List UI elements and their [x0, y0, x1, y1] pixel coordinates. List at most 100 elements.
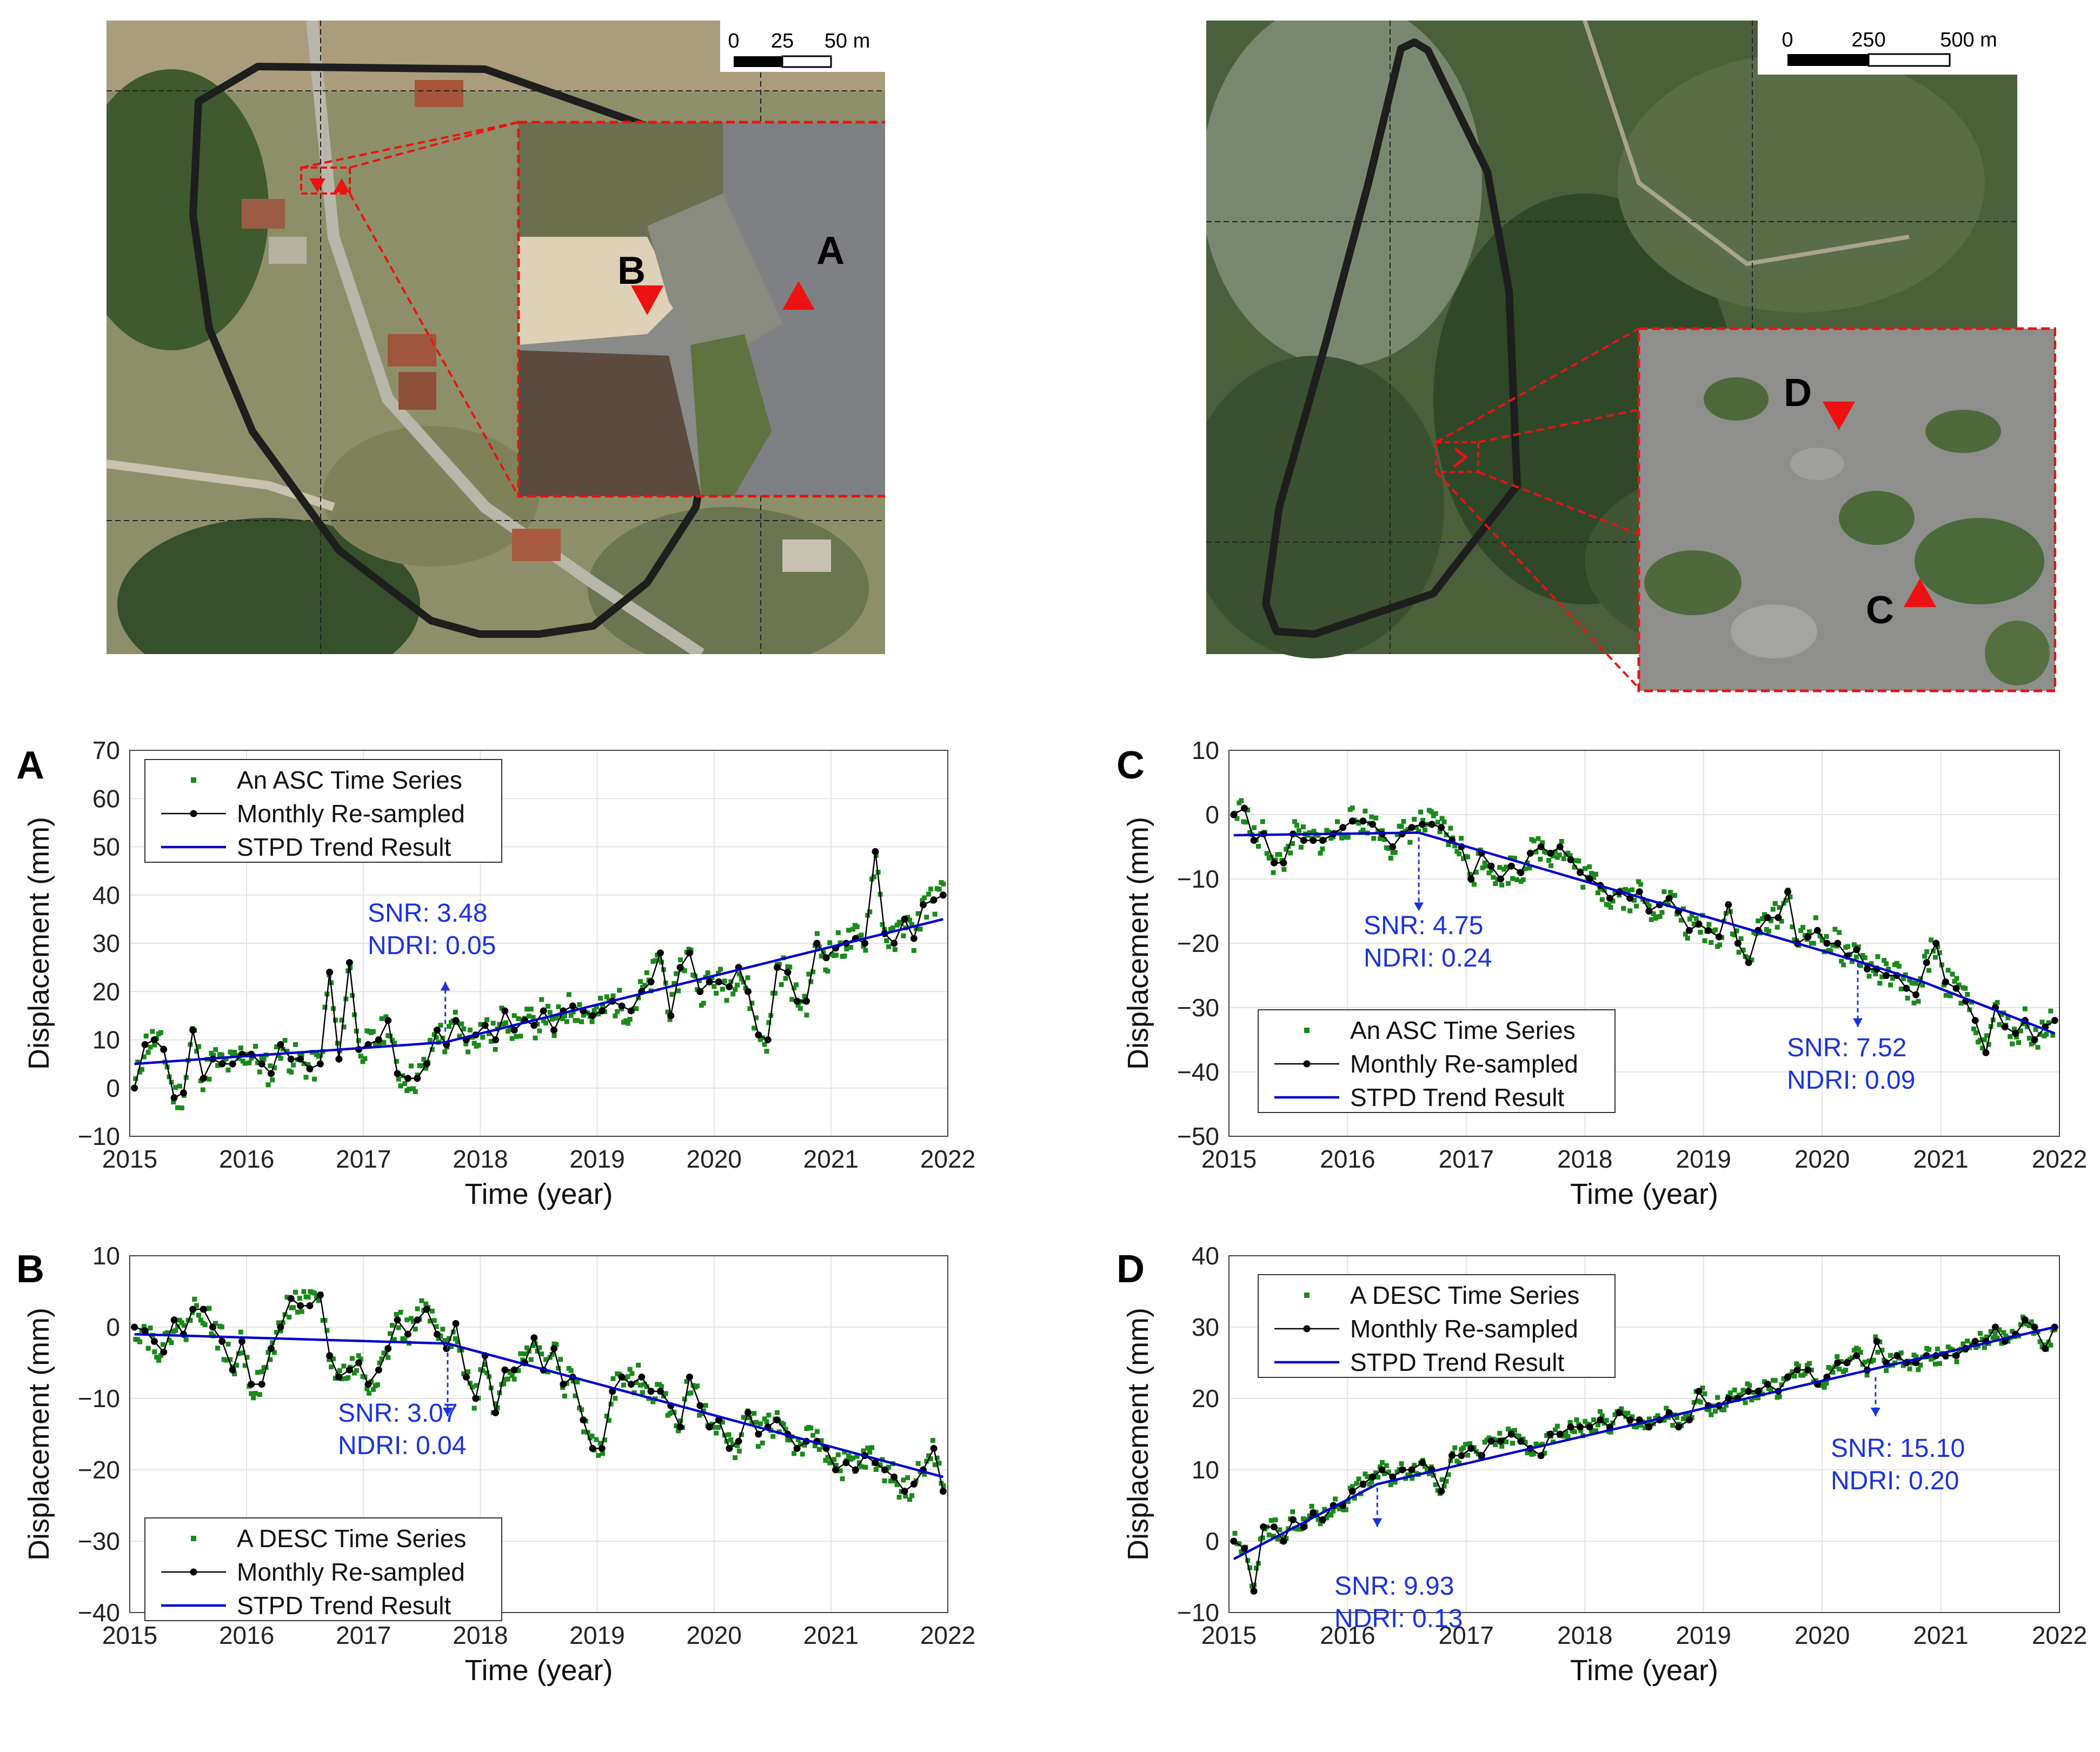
monthly-marker [1526, 849, 1534, 857]
legend-box [144, 759, 502, 863]
data-point [825, 969, 830, 974]
data-point [859, 932, 864, 938]
monthly-marker [1487, 1437, 1495, 1445]
data-point [396, 1076, 401, 1082]
x-tick-label: 2015 [1201, 1621, 1257, 1649]
data-point [1580, 884, 1586, 890]
data-point [1657, 914, 1663, 919]
data-point [1497, 865, 1503, 870]
data-point [1552, 1427, 1558, 1433]
data-point [800, 1451, 805, 1457]
data-point [1531, 1451, 1537, 1456]
data-point [1638, 1422, 1643, 1428]
data-point [2044, 1031, 2049, 1037]
y-tick-label: −10 [78, 1384, 120, 1413]
data-point [1879, 1348, 1885, 1353]
data-point [1576, 858, 1581, 864]
data-point [1463, 1442, 1468, 1447]
data-point [613, 1013, 618, 1018]
data-point [856, 1460, 862, 1465]
data-point [213, 1047, 218, 1052]
data-point [255, 1060, 260, 1065]
data-point [232, 1049, 237, 1055]
monthly-marker [1419, 1459, 1426, 1467]
monthly-marker [1280, 859, 1287, 867]
x-tick-label: 2021 [1913, 1621, 1968, 1649]
x-axis-label: Time (year) [464, 1178, 613, 1210]
monthly-marker [375, 1366, 382, 1374]
data-point [232, 1371, 237, 1376]
data-point [1401, 819, 1406, 824]
data-point [1232, 1530, 1238, 1536]
data-point [471, 1041, 477, 1046]
y-tick-label: 70 [92, 736, 120, 764]
data-point [1738, 1392, 1744, 1397]
data-point [747, 1006, 753, 1011]
legend-label: STPD Trend Result [237, 1591, 451, 1620]
data-point [207, 1076, 212, 1082]
data-point [714, 1430, 719, 1436]
data-point [1674, 1415, 1680, 1421]
data-point [600, 1451, 606, 1456]
data-point [1664, 1405, 1669, 1411]
monthly-marker [384, 1017, 392, 1024]
monthly-marker [452, 1017, 460, 1024]
y-tick-label: 50 [92, 833, 120, 861]
monthly-marker [1448, 1452, 1456, 1460]
data-point [413, 1327, 418, 1332]
data-point [1471, 882, 1477, 887]
data-point [2020, 1314, 2025, 1320]
data-point [278, 1056, 283, 1061]
data-point [575, 1018, 580, 1023]
data-point [278, 1328, 283, 1334]
data-point [1779, 918, 1784, 924]
monthly-marker [627, 1007, 635, 1015]
data-point [1572, 1429, 1577, 1434]
y-tick-label: 10 [1192, 1456, 1219, 1484]
monthly-marker [306, 1065, 314, 1072]
x-tick-label: 2018 [453, 1145, 508, 1173]
data-point [1866, 974, 1872, 979]
data-point [787, 964, 793, 970]
monthly-marker [1487, 862, 1495, 870]
y-tick-label: 0 [1205, 801, 1219, 829]
data-point [240, 1350, 245, 1356]
data-point [1561, 1434, 1566, 1439]
data-point [1856, 1347, 1861, 1352]
data-point [1886, 967, 1891, 972]
data-point [339, 1017, 344, 1023]
data-point [253, 1044, 258, 1049]
data-point [1924, 949, 1930, 954]
data-point [1237, 1541, 1242, 1547]
data-point [358, 1356, 363, 1362]
y-tick-label: 60 [92, 784, 120, 812]
data-point [810, 969, 816, 975]
data-point [1300, 1516, 1306, 1522]
legend-swatch-marker [190, 1568, 197, 1576]
y-tick-label: 10 [92, 1026, 120, 1054]
monthly-marker [384, 1345, 392, 1353]
monthly-marker [676, 1423, 684, 1431]
data-point [1963, 985, 1968, 991]
data-point [173, 1328, 178, 1333]
monthly-marker [1645, 1423, 1653, 1431]
data-point [833, 952, 839, 958]
legend-box [144, 1517, 502, 1621]
y-tick-label: 0 [106, 1074, 120, 1102]
data-point [230, 1053, 235, 1058]
data-point [438, 1023, 443, 1028]
data-point [391, 1041, 397, 1046]
monthly-marker [200, 1075, 207, 1082]
data-point [1544, 850, 1550, 855]
data-point [463, 1041, 469, 1047]
data-point [1416, 829, 1421, 834]
data-point [520, 1357, 526, 1363]
monthly-marker [1310, 1509, 1317, 1516]
data-point [1243, 820, 1248, 825]
data-point [493, 1047, 498, 1052]
data-point [265, 1082, 271, 1088]
data-point [1356, 821, 1361, 826]
data-point [1599, 897, 1605, 902]
data-point [1713, 927, 1718, 932]
monthly-marker [735, 1437, 742, 1445]
